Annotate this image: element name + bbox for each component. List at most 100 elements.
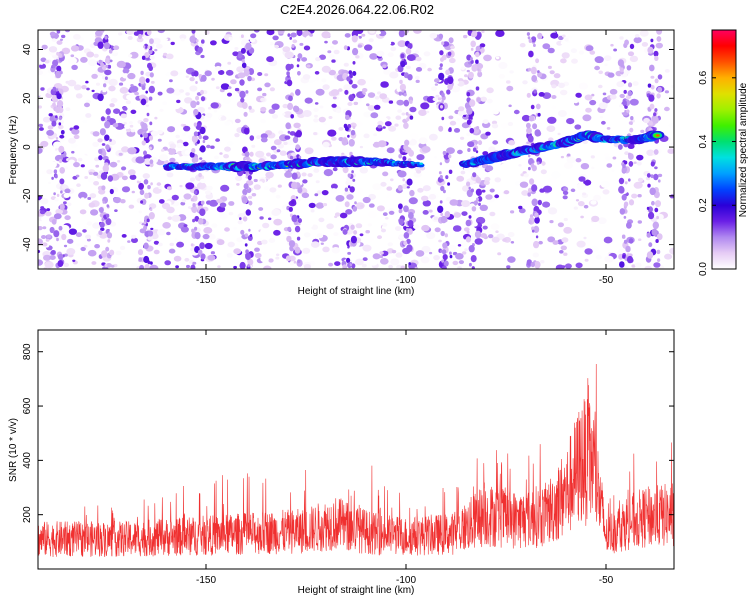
spectrogram-cell: [421, 245, 431, 253]
spectrogram-cell: [509, 210, 515, 214]
spectrogram-cell: [653, 173, 659, 181]
spectrogram-cell: [289, 155, 294, 160]
spectrogram-cell: [415, 250, 425, 257]
spectrogram-cell: [313, 107, 319, 112]
spectrogram-cell: [483, 54, 492, 62]
spectrogram-cell: [130, 114, 136, 119]
spectrogram-cell: [145, 104, 149, 107]
spectrogram-cell: [538, 92, 545, 97]
spectrogram-cell: [477, 196, 483, 202]
spectrogram-cell: [368, 140, 375, 145]
spectrogram-cell: [548, 137, 554, 142]
spectrogram-cell: [344, 187, 349, 192]
spectrogram-cell: [475, 45, 481, 52]
spectrogram-cell: [368, 193, 376, 200]
spectrogram-cell: [138, 33, 143, 40]
spectrogram-cell: [377, 91, 381, 95]
spectrogram-cell: [388, 100, 394, 104]
spectrogram-cell: [535, 235, 539, 239]
spectrogram-cell: [628, 178, 631, 182]
spectrogram-cell: [466, 69, 470, 73]
spectrogram-cell: [148, 212, 155, 220]
spectrogram-cell: [534, 261, 541, 269]
spectrogram-cell: [241, 102, 248, 109]
spectrogram-cell: [258, 181, 263, 185]
spectrogram-cell: [141, 122, 148, 131]
spectrogram-cell: [224, 121, 231, 126]
spectrogram-cell: [646, 251, 654, 259]
spectrogram-cell: [98, 148, 103, 154]
spectrogram-cell: [58, 145, 65, 153]
spectrogram-cell: [139, 189, 145, 196]
spectrogram-cell: [403, 122, 409, 129]
spectrogram-cell: [564, 38, 569, 42]
spectrogram-cell: [453, 212, 462, 218]
y-tick-label: 200: [22, 506, 33, 523]
spectrogram-cell: [527, 135, 534, 143]
spectrogram-cell: [283, 111, 293, 118]
spectrogram-cell: [643, 117, 650, 124]
spectrogram-cell: [382, 126, 386, 129]
spectrogram-cell: [482, 151, 489, 156]
spectrogram-cell: [563, 187, 569, 192]
spectrogram-cell: [610, 43, 614, 47]
spectrogram-cell: [306, 64, 311, 68]
spectrogram-cell: [575, 262, 583, 269]
spectrogram-cell: [475, 176, 482, 184]
x-tick-label: -50: [599, 575, 614, 586]
spectrogram-cell: [610, 94, 617, 100]
spectrogram-cell: [200, 74, 207, 82]
spectrogram-cell: [260, 137, 268, 143]
spectrogram-cell: [215, 138, 221, 142]
spectrogram-cell: [239, 90, 246, 99]
spectrogram-cell: [449, 251, 452, 255]
spectrogram-cell: [355, 258, 364, 266]
spectrogram-cell: [87, 197, 92, 200]
spectrogram-cell: [488, 234, 494, 239]
spectrogram-cell: [647, 83, 652, 88]
spectrogram-cell: [403, 92, 407, 97]
spectrogram-cell: [224, 146, 231, 152]
spectrogram-cell: [382, 171, 389, 177]
spectrogram-cell: [563, 252, 568, 256]
spectrogram-cell: [528, 154, 531, 158]
spectrogram-cell: [379, 191, 388, 198]
spectrogram-cell: [452, 225, 462, 232]
spectrogram-cell: [395, 226, 402, 231]
spectrogram-cell: [560, 58, 567, 64]
spectrogram-cell: [94, 244, 100, 249]
spectrogram-cell: [55, 208, 63, 215]
spectrogram-cell: [215, 66, 222, 71]
spectrogram-cell: [526, 141, 530, 145]
spectrogram-cell: [81, 85, 87, 90]
spectrogram-cell: [183, 193, 192, 200]
spectrogram-cell: [106, 204, 110, 208]
spectrogram-cell: [171, 194, 179, 201]
spectrogram-cell: [657, 86, 663, 93]
spectrogram-cell: [55, 70, 62, 79]
spectrogram-cell: [491, 120, 498, 125]
spectrogram-cell: [185, 182, 195, 190]
spectrogram-cell: [68, 159, 75, 165]
spectrogram-cell: [423, 51, 431, 57]
spectrogram-cell: [95, 30, 103, 37]
spectrogram-cell: [166, 172, 174, 178]
colorbar-tick-label: 0.2: [698, 198, 709, 212]
spectrogram-cell: [288, 240, 296, 248]
spectrogram-cell: [91, 261, 97, 265]
spectrogram-cell: [333, 232, 339, 237]
spectrogram-cell: [57, 253, 64, 261]
spectrogram-cell: [228, 211, 234, 216]
spectrogram-cell: [82, 119, 88, 124]
spectrogram-cell: [578, 50, 585, 55]
spectrogram-cell: [655, 200, 661, 208]
snr-series-line: [38, 364, 674, 558]
spectrogram-cell: [583, 179, 592, 186]
spectrogram-cell: [183, 125, 191, 132]
spectrogram-cell: [438, 239, 442, 243]
spectrogram-cell: [592, 188, 602, 196]
spectrogram-cell: [584, 248, 593, 255]
spectrogram-cell: [527, 187, 532, 193]
spectrogram-cell: [408, 262, 412, 266]
spectrogram-cell: [147, 185, 151, 190]
